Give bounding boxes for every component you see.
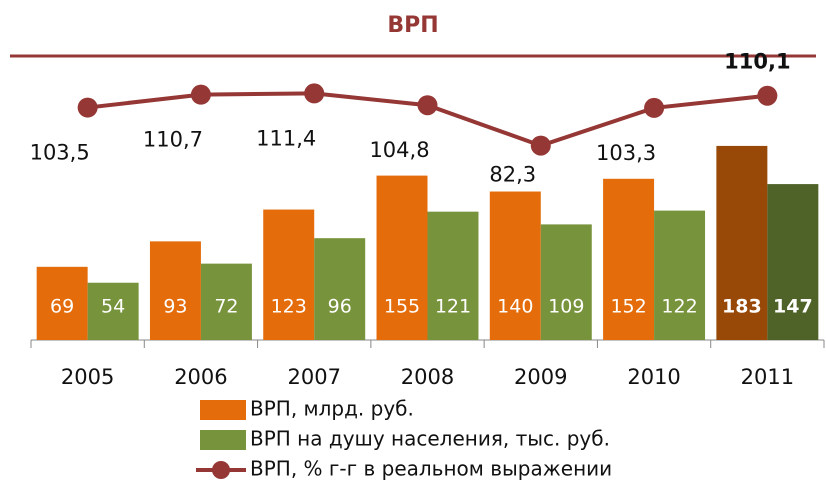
- bar-value-label: 155: [384, 296, 420, 318]
- x-tick-label: 2011: [741, 365, 794, 389]
- bar: [263, 209, 315, 340]
- line-marker: [77, 97, 98, 118]
- line-value-label: 110,1: [724, 50, 790, 74]
- line-value-label: 103,5: [30, 141, 90, 165]
- line-value-label: 111,4: [256, 126, 316, 150]
- line-marker: [304, 83, 325, 104]
- bar: [87, 282, 139, 340]
- x-tick-label: 2009: [514, 365, 567, 389]
- line-value-label: 82,3: [489, 163, 536, 187]
- bar: [149, 241, 201, 340]
- line-value-label: 110,7: [143, 128, 203, 152]
- x-tick-label: 2007: [287, 365, 340, 389]
- line-value-label: 104,8: [369, 138, 429, 162]
- legend-label: ВРП, % г-г в реальном выражении: [250, 457, 612, 481]
- bar-value-label: 54: [101, 296, 125, 318]
- legend-label: ВРП, млрд. руб.: [250, 397, 414, 421]
- bar: [603, 178, 655, 340]
- bar: [767, 184, 819, 340]
- bar-value-label: 72: [214, 296, 238, 318]
- bar: [200, 263, 252, 340]
- line-marker: [757, 85, 778, 106]
- legend-marker: [212, 461, 230, 479]
- bar: [36, 266, 88, 340]
- chart-title: ВРП: [387, 13, 438, 38]
- line-value-label: 103,3: [596, 141, 656, 165]
- bar: [654, 210, 706, 340]
- bar-value-label: 147: [773, 296, 813, 318]
- bar-value-label: 93: [163, 296, 187, 318]
- line-marker: [530, 135, 551, 156]
- legend-swatch: [200, 430, 246, 450]
- line-marker: [190, 84, 211, 105]
- bar: [376, 175, 428, 340]
- bar: [314, 238, 366, 340]
- line-marker: [417, 95, 438, 116]
- legend-label: ВРП на душу населения, тыс. руб.: [250, 427, 610, 451]
- bar: [427, 211, 479, 340]
- bar-value-label: 69: [50, 296, 74, 318]
- bar-value-label: 140: [497, 296, 533, 318]
- bar-value-label: 123: [271, 296, 307, 318]
- bar-value-label: 183: [722, 296, 762, 318]
- bar: [489, 191, 541, 340]
- bar: [716, 145, 768, 340]
- bar-value-label: 96: [328, 296, 352, 318]
- x-tick-label: 2006: [174, 365, 227, 389]
- x-tick-label: 2005: [61, 365, 114, 389]
- bar-value-label: 121: [435, 296, 471, 318]
- line-marker: [644, 97, 665, 118]
- bar-value-label: 152: [610, 296, 646, 318]
- bar-value-label: 109: [548, 296, 584, 318]
- bar-value-label: 122: [661, 296, 697, 318]
- legend-swatch: [200, 400, 246, 420]
- x-tick-label: 2010: [627, 365, 680, 389]
- bar: [540, 224, 592, 340]
- x-tick-label: 2008: [401, 365, 454, 389]
